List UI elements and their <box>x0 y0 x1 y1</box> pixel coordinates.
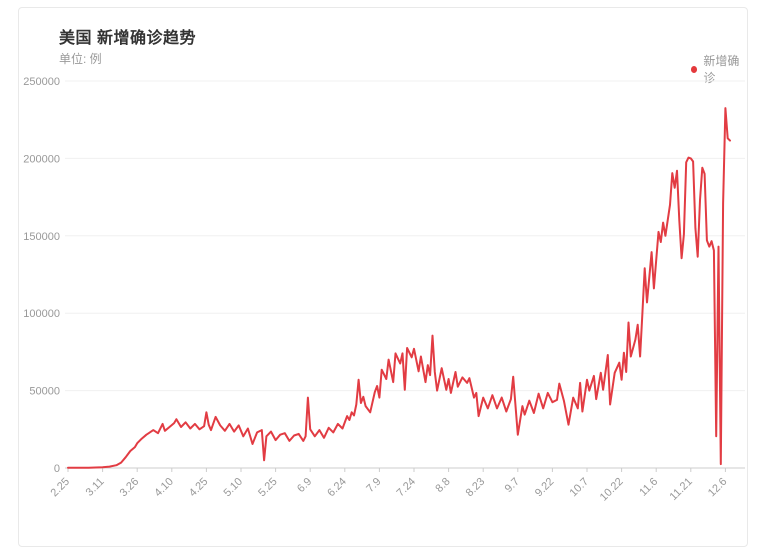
x-tick-label: 9.7 <box>503 476 522 495</box>
x-tick-label: 8.8 <box>433 476 452 495</box>
line-chart-svg: 0 50000 100000 150000 200000 250000 2.25 3.11 3.… <box>23 76 745 504</box>
y-tick-label: 100000 <box>23 308 60 320</box>
x-tick-label: 10.22 <box>598 476 626 504</box>
x-tick-label: 10.7 <box>567 476 591 500</box>
y-tick-label: 50000 <box>29 386 60 398</box>
x-tick-label: 12.6 <box>706 476 730 500</box>
y-tick-label: 150000 <box>23 231 60 243</box>
chart-card: 美国 新增确诊趋势 单位: 例 新增确诊 <box>18 7 748 547</box>
x-tick-label: 11.21 <box>668 476 695 503</box>
y-tick-label: 200000 <box>23 153 60 165</box>
x-tick-label: 7.9 <box>364 476 383 495</box>
x-tick-label: 2.25 <box>48 476 72 500</box>
x-tick-label: 3.26 <box>118 476 142 500</box>
x-tick-label: 6.9 <box>295 476 314 495</box>
chart-title: 美国 新增确诊趋势 <box>59 30 196 47</box>
x-tick-label: 9.22 <box>533 476 557 500</box>
x-tick-label: 8.23 <box>464 476 488 500</box>
chart-subtitle: 单位: 例 <box>59 52 102 66</box>
x-tick-label: 7.24 <box>394 476 418 500</box>
y-tick-label: 0 <box>54 463 60 475</box>
series-line-new-confirmed <box>67 107 731 469</box>
x-tick-label: 6.24 <box>325 476 349 500</box>
x-tick-label: 5.10 <box>221 476 245 500</box>
y-tick-label: 250000 <box>23 76 60 88</box>
x-tick-label: 3.11 <box>84 476 107 499</box>
x-tick-label: 11.6 <box>637 476 660 499</box>
x-tick-label: 4.25 <box>187 476 211 500</box>
x-tick-label: 4.10 <box>152 476 176 500</box>
x-tick-label: 5.25 <box>256 476 280 500</box>
legend-marker-icon <box>691 65 698 73</box>
